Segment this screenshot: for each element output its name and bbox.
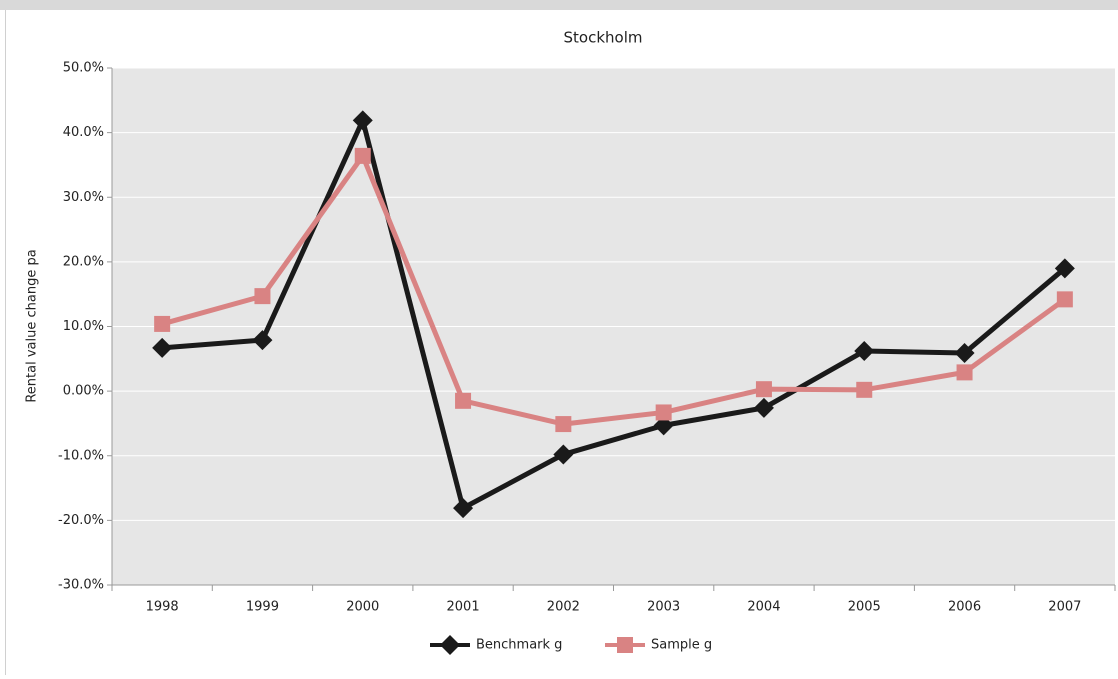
y-tick-label: 30.0% <box>63 190 104 205</box>
point-marker <box>755 381 772 398</box>
y-tick-label: -20.0% <box>58 513 104 528</box>
x-tick-label: 2001 <box>447 600 480 615</box>
point-marker <box>753 397 774 418</box>
chart-title: Stockholm <box>564 29 643 47</box>
point-marker <box>455 392 472 409</box>
point-marker <box>354 147 371 164</box>
point-marker <box>655 404 672 421</box>
y-tick-label: -10.0% <box>58 448 104 463</box>
x-tick-label: 2005 <box>848 600 881 615</box>
point-marker <box>553 444 574 465</box>
point-marker <box>453 498 474 519</box>
top-band <box>0 0 1118 10</box>
legend-label: Benchmark g <box>476 638 562 653</box>
point-marker <box>856 381 873 398</box>
point-marker <box>352 110 373 131</box>
x-tick-label: 1999 <box>246 600 279 615</box>
y-tick-label: 10.0% <box>63 319 104 334</box>
x-tick-label: 2007 <box>1048 600 1081 615</box>
point-marker <box>1054 258 1075 279</box>
point-marker <box>152 337 173 358</box>
point-marker <box>154 315 171 332</box>
x-tick-label: 2006 <box>948 600 981 615</box>
y-tick-label: 40.0% <box>63 125 104 140</box>
legend-label: Sample g <box>651 638 712 653</box>
point-marker <box>956 364 973 381</box>
legend-marker <box>440 635 460 655</box>
point-marker <box>954 342 975 363</box>
point-marker <box>555 416 572 433</box>
y-tick-label: -30.0% <box>58 578 104 593</box>
x-tick-label: 2002 <box>547 600 580 615</box>
point-marker <box>252 330 273 351</box>
x-tick-label: 1998 <box>146 600 179 615</box>
x-tick-label: 2000 <box>346 600 379 615</box>
legend-marker <box>617 637 633 653</box>
y-tick-label: 20.0% <box>63 254 104 269</box>
x-tick-label: 2003 <box>647 600 680 615</box>
y-tick-label: 0.00% <box>63 384 104 399</box>
series-line <box>161 153 1067 427</box>
point-marker <box>1056 291 1073 308</box>
y-axis-title: Rental value change pa <box>25 249 40 402</box>
point-marker <box>854 341 875 362</box>
x-tick-label: 2004 <box>747 600 780 615</box>
point-marker <box>254 288 271 305</box>
y-tick-label: 50.0% <box>63 61 104 76</box>
